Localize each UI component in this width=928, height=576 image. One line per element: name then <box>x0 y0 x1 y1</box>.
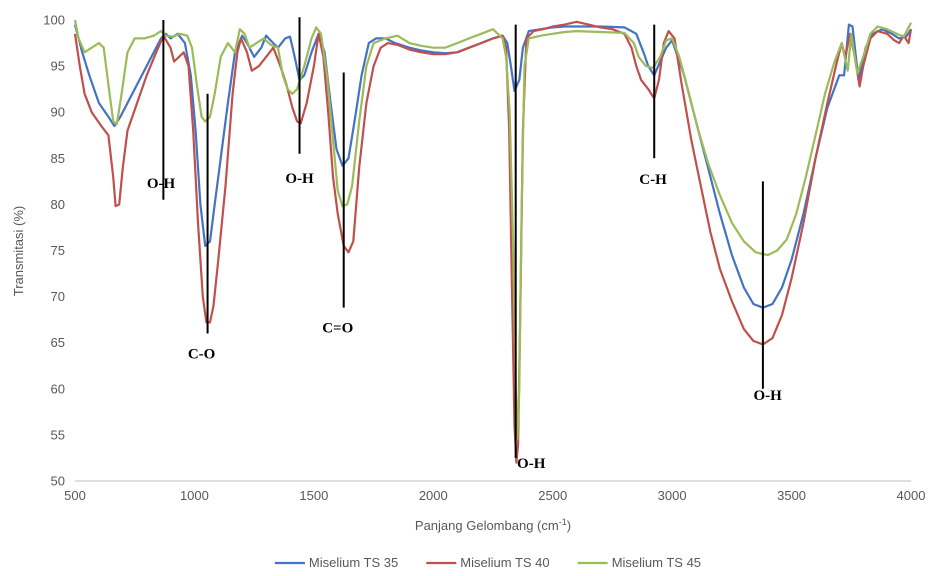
annotation-label: O-H <box>147 176 176 192</box>
legend-label-3: Miselium TS 45 <box>612 555 701 570</box>
x-axis-title-main: Panjang Gelombang (cm <box>415 518 559 533</box>
annotation-label: O-H <box>754 388 783 404</box>
x-axis-title-superscript: -1 <box>559 517 567 527</box>
x-tick-label: 2000 <box>419 488 448 503</box>
annotation-label: C=O <box>322 321 353 337</box>
y-tick-label: 70 <box>51 289 65 304</box>
y-tick-label: 100 <box>43 13 65 28</box>
annotation-label: O-H <box>517 456 546 472</box>
annotation-labels: O-H C-O O-H C=O O-H C-H O-H <box>147 171 782 472</box>
x-tick-label: 1000 <box>180 488 209 503</box>
x-tick-label: 500 <box>64 488 86 503</box>
y-axis-title: Transmitasi (%) <box>11 206 26 297</box>
x-tick-label: 3000 <box>658 488 687 503</box>
x-tick-label: 3500 <box>777 488 806 503</box>
annotation-label: O-H <box>285 171 314 187</box>
y-tick-label: 85 <box>51 151 65 166</box>
x-tick-label: 1500 <box>299 488 328 503</box>
y-tick-label: 60 <box>51 381 65 396</box>
x-axis-title-end: ) <box>567 518 571 533</box>
annotation-label: C-O <box>188 346 216 362</box>
annotation-lines <box>162 17 764 458</box>
x-axis-title: Panjang Gelombang (cm-1) <box>415 517 571 533</box>
y-tick-label: 90 <box>51 105 65 120</box>
y-tick-label: 55 <box>51 427 65 442</box>
y-axis-tick-labels: 50 55 60 65 70 75 80 85 90 95 100 <box>43 13 65 489</box>
series-lines <box>73 19 913 464</box>
legend: Miselium TS 35 Miselium TS 40 Miselium TS … <box>274 555 701 570</box>
y-tick-label: 75 <box>51 243 65 258</box>
y-tick-label: 65 <box>51 335 65 350</box>
legend-label-2: Miselium TS 40 <box>460 555 549 570</box>
series-line-3 <box>73 19 912 441</box>
series-line-1 <box>73 23 912 309</box>
x-axis-tick-labels: 500 1000 1500 2000 2500 3000 3500 4000 <box>64 488 925 503</box>
y-tick-label: 50 <box>51 474 65 489</box>
x-tick-label: 4000 <box>897 488 926 503</box>
x-tick-label: 2500 <box>538 488 567 503</box>
legend-label-1: Miselium TS 35 <box>309 555 398 570</box>
y-tick-label: 80 <box>51 197 65 212</box>
y-tick-label: 95 <box>51 59 65 74</box>
annotation-label: C-H <box>639 172 667 188</box>
series-line-2 <box>73 20 913 464</box>
